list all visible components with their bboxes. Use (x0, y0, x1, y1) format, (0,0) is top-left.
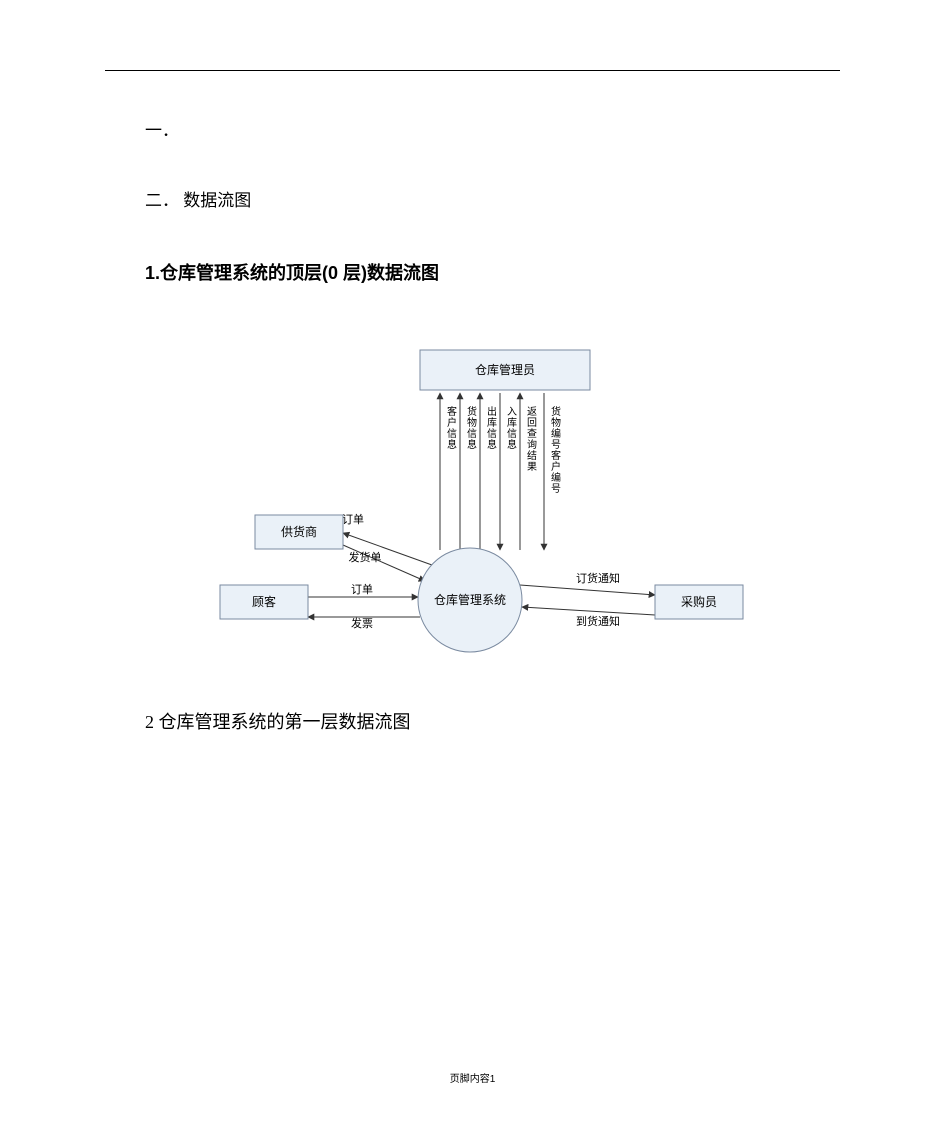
svg-text:息: 息 (467, 438, 477, 451)
heading-level-1: 2 仓库管理系统的第一层数据流图 (145, 708, 411, 734)
svg-text:到货通知: 到货通知 (576, 614, 620, 628)
svg-text:息: 息 (487, 438, 497, 451)
svg-text:采购员: 采购员 (681, 594, 717, 609)
svg-text:出: 出 (487, 405, 497, 418)
svg-text:息: 息 (447, 438, 457, 451)
section-two-label: 二． 数据流图 (145, 186, 251, 211)
svg-text:结: 结 (527, 449, 537, 462)
page-footer: 页脚内容1 (0, 1070, 945, 1085)
svg-text:供货商: 供货商 (281, 524, 317, 539)
svg-text:询: 询 (527, 438, 537, 451)
svg-text:仓库管理系统: 仓库管理系统 (434, 592, 506, 607)
svg-text:物: 物 (551, 416, 561, 429)
svg-text:顾客: 顾客 (252, 594, 276, 609)
svg-text:物: 物 (467, 416, 477, 429)
svg-text:信: 信 (507, 428, 517, 440)
svg-text:库: 库 (487, 416, 497, 429)
svg-text:号: 号 (551, 439, 561, 451)
horizontal-rule (105, 70, 840, 71)
svg-text:货: 货 (551, 405, 561, 418)
svg-text:客: 客 (447, 405, 457, 418)
svg-text:仓库管理员: 仓库管理员 (475, 362, 535, 377)
svg-text:发票: 发票 (351, 616, 373, 630)
svg-text:户: 户 (551, 460, 561, 473)
svg-text:信: 信 (487, 428, 497, 440)
svg-text:订单: 订单 (342, 513, 364, 526)
svg-text:编: 编 (551, 427, 561, 440)
svg-text:信: 信 (467, 428, 477, 440)
svg-text:返: 返 (527, 406, 537, 418)
svg-text:发货单: 发货单 (349, 550, 382, 564)
svg-text:号: 号 (551, 483, 561, 495)
svg-text:户: 户 (447, 416, 457, 429)
heading-level-0: 1.仓库管理系统的顶层(0 层)数据流图 (145, 259, 439, 285)
dfd-level-0-diagram: 订单发货单订单发票订货通知到货通知客户信息货物信息出库信息入库信息返回查询结果货… (200, 345, 780, 675)
svg-text:入: 入 (507, 407, 517, 418)
page: 一． 二． 数据流图 1.仓库管理系统的顶层(0 层)数据流图 订单发货单订单发… (0, 0, 945, 1123)
svg-text:订货通知: 订货通知 (576, 571, 620, 585)
svg-text:编: 编 (551, 471, 561, 484)
svg-text:客: 客 (551, 449, 561, 462)
svg-text:查: 查 (527, 427, 537, 440)
svg-text:果: 果 (527, 461, 537, 473)
svg-text:回: 回 (527, 417, 537, 429)
svg-text:息: 息 (507, 438, 517, 451)
svg-text:信: 信 (447, 428, 457, 440)
svg-text:货: 货 (467, 405, 477, 418)
svg-text:库: 库 (507, 416, 517, 429)
section-one-label: 一． (145, 116, 179, 141)
svg-text:订单: 订单 (351, 583, 373, 596)
